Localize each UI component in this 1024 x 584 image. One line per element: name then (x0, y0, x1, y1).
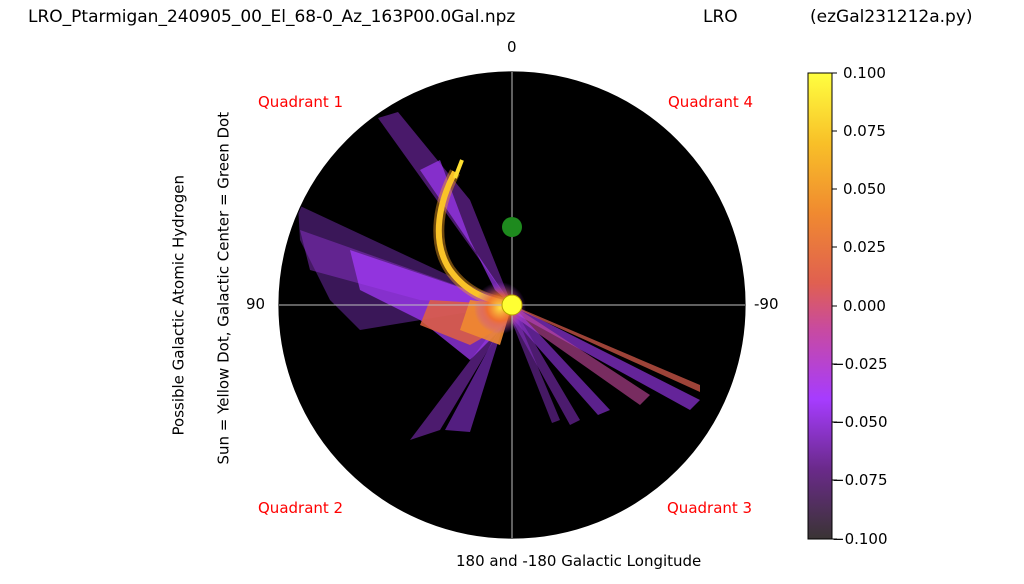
colorbar-tick-label: 0.000 (843, 297, 886, 315)
ylabel-legend: Sun = Yellow Dot, Galactic Center = Gree… (214, 111, 233, 465)
streak (512, 305, 560, 423)
streak (512, 305, 580, 425)
polar-left-label: 90 (246, 295, 266, 313)
colorbar-tick-label: −0.050 (832, 413, 888, 431)
colorbar-tick-label: 0.075 (843, 122, 886, 140)
colorbar-ticks (832, 72, 837, 540)
streak (512, 305, 700, 410)
hydrogen-map (298, 112, 700, 440)
file-title: LRO_Ptarmigan_240905_00_El_68-0_Az_163P0… (28, 7, 516, 27)
polar-bottom-label: 180 and -180 Galactic Longitude (456, 552, 702, 570)
ylabel-hydrogen: Possible Galactic Atomic Hydrogen (169, 175, 188, 436)
streak (512, 305, 650, 405)
colorbar-tick-label: 0.025 (843, 238, 886, 256)
station-title: LRO (703, 7, 738, 27)
streak (512, 305, 610, 415)
colorbar-tick-label: −0.100 (832, 530, 888, 548)
colorbar-tick-label: −0.075 (832, 471, 888, 489)
quadrant-1-label: Quadrant 1 (258, 93, 344, 111)
galactic-center-dot (502, 217, 522, 237)
quadrant-4-label: Quadrant 4 (668, 93, 754, 111)
fan-region (300, 230, 512, 305)
quadrant-2-label: Quadrant 2 (258, 499, 344, 517)
streak (512, 305, 700, 392)
colorbar-tick-label: 0.100 (843, 64, 886, 82)
colorbar (807, 72, 833, 540)
quadrant-3-label: Quadrant 3 (667, 499, 753, 517)
bright-arm-tip (453, 159, 464, 179)
colorbar-tick-label: 0.050 (843, 180, 886, 198)
colorbar-tick-label: −0.025 (832, 355, 888, 373)
sun-dot (501, 294, 523, 316)
polar-right-label: -90 (754, 295, 779, 313)
polar-top-label: 0 (507, 38, 517, 56)
script-title: (ezGal231212a.py) (810, 7, 973, 27)
